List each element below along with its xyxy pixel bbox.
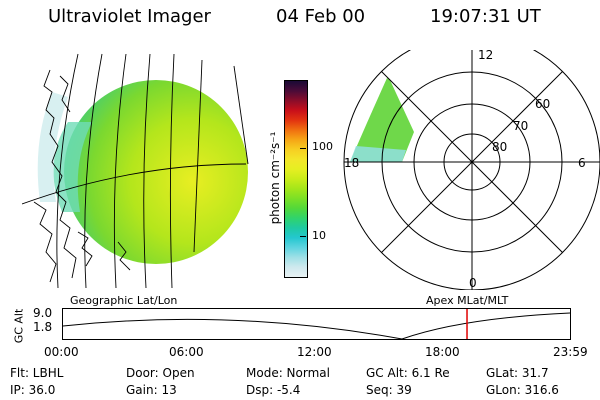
timeline-y-tick-bottom: 1.8 xyxy=(33,320,53,334)
gc-alt-info: GC Alt: 6.1 Re xyxy=(366,366,450,380)
lat-grid-line xyxy=(22,163,247,205)
filter-info: Flt: LBHL xyxy=(10,366,64,380)
altitude-curve xyxy=(62,312,571,340)
emission-disk xyxy=(64,80,248,264)
colorbar-tick-mark-10 xyxy=(300,236,306,237)
lon-grid xyxy=(56,53,249,288)
mlt-label-12: 12 xyxy=(478,48,494,62)
glon-info: GLon: 316.6 xyxy=(486,383,559,397)
polar-spokes xyxy=(344,50,600,290)
colorbar-unit-label: photon cm⁻²s⁻¹ xyxy=(268,131,282,225)
observation-date: 04 Feb 00 xyxy=(276,6,366,27)
colorbar-tick-100: 100 xyxy=(312,140,333,153)
glat-info: GLat: 31.7 xyxy=(486,366,549,380)
seq-info: Seq: 39 xyxy=(366,383,412,397)
ip-info: IP: 36.0 xyxy=(10,383,56,397)
coastline xyxy=(33,69,131,283)
colorbar-tick-mark-100 xyxy=(300,148,306,149)
dsp-info: Dsp: -5.4 xyxy=(246,383,301,397)
mlat-label-60: 60 xyxy=(535,97,551,111)
timeline-x-tick-2: 12:00 xyxy=(297,345,332,359)
apex-label: Apex MLat/MLT xyxy=(426,294,509,307)
mlt-label-6: 6 xyxy=(578,156,586,170)
timeline-x-tick-3: 18:00 xyxy=(425,345,460,359)
colorbar xyxy=(284,80,308,278)
polar-plot xyxy=(343,50,600,290)
observation-time: 19:07:31 UT xyxy=(430,6,541,27)
door-info: Door: Open xyxy=(126,366,195,380)
timeline-x-tick-0: 00:00 xyxy=(44,345,79,359)
gain-info: Gain: 13 xyxy=(126,383,177,397)
timeline-y-tick-top: 9.0 xyxy=(33,306,53,320)
dayglow-edge-outer xyxy=(37,92,68,202)
timeline-plot xyxy=(62,308,571,340)
geographic-image xyxy=(22,53,249,288)
image-title: Ultraviolet Imager xyxy=(48,6,211,27)
geographic-label: Geographic Lat/Lon xyxy=(70,294,178,307)
timeline-x-tick-1: 06:00 xyxy=(169,345,204,359)
timeline-axis-label: GC Alt xyxy=(12,308,26,344)
polar-emission xyxy=(350,78,414,162)
colorbar-tick-10: 10 xyxy=(312,229,326,242)
mode-info: Mode: Normal xyxy=(246,366,330,380)
mlat-label-70: 70 xyxy=(513,119,529,133)
mlt-label-0: 0 xyxy=(469,276,477,290)
timeline-x-tick-4: 23:59 xyxy=(553,345,588,359)
polar-emission-edge xyxy=(350,146,406,162)
mlt-label-18: 18 xyxy=(344,156,360,170)
mlat-label-80: 80 xyxy=(492,140,508,154)
